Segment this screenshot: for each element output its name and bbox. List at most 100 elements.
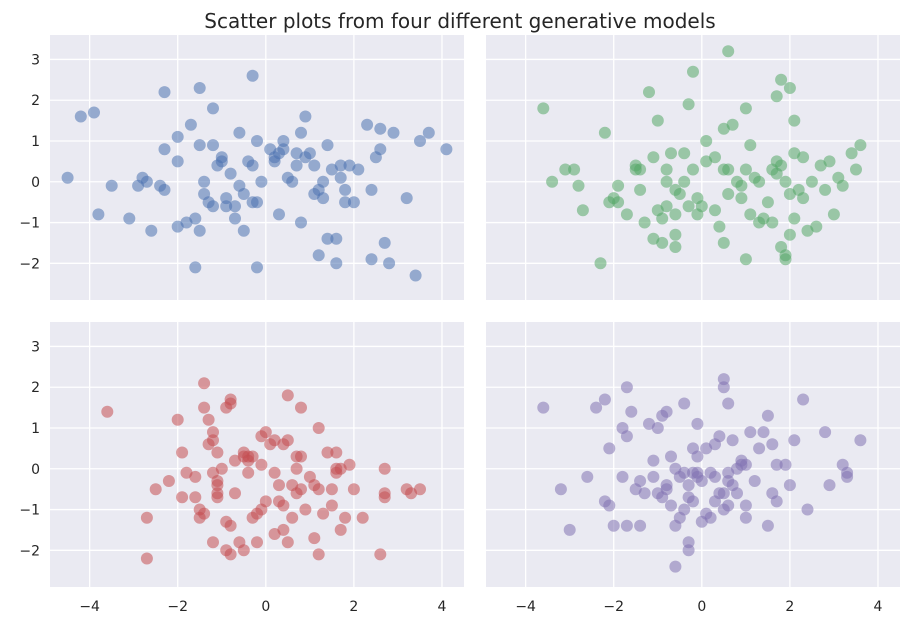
scatter-point <box>211 479 224 492</box>
scatter-point <box>286 511 299 524</box>
scatter-point <box>383 257 396 270</box>
scatter-point <box>682 200 695 213</box>
scatter-point <box>281 434 294 447</box>
scatter-point <box>378 236 391 249</box>
scatter-point <box>722 499 735 512</box>
scatter-point <box>140 175 153 188</box>
scatter-point <box>783 82 796 94</box>
scatter-point <box>246 450 259 463</box>
scatter-point <box>295 126 307 139</box>
scatter-point <box>753 175 766 188</box>
scatter-point <box>215 462 228 475</box>
scatter-point <box>176 446 189 459</box>
scatter-point <box>669 208 682 221</box>
scatter-point <box>651 114 664 127</box>
subplot-bottom-right: −4 −2 0 2 4 <box>486 322 900 615</box>
scatter-point <box>607 519 620 532</box>
scatter-point <box>810 220 823 233</box>
scatter-point <box>770 495 783 508</box>
scatter-point <box>189 470 202 483</box>
scatter-point <box>620 381 633 394</box>
scatter-point <box>176 491 189 504</box>
scatter-point <box>669 560 682 573</box>
scatter-point <box>827 208 840 221</box>
y-tick-label: 2 <box>31 380 40 396</box>
scatter-point <box>414 135 426 147</box>
x-tick-label: 2 <box>785 599 794 615</box>
scatter-point <box>850 163 862 176</box>
scatter-point <box>422 126 435 139</box>
scatter-point <box>145 224 158 237</box>
scatter-point <box>634 475 647 487</box>
scatter-points <box>537 373 867 573</box>
scatter-point <box>546 175 559 188</box>
scatter-point <box>660 175 673 188</box>
scatter-point <box>202 413 215 426</box>
scatter-point <box>237 188 250 200</box>
scatter-point <box>576 204 589 217</box>
scatter-point <box>198 401 211 414</box>
scatter-point <box>656 212 669 225</box>
scatter-point <box>277 135 290 147</box>
x-tick-label: 0 <box>697 599 706 615</box>
scatter-point <box>207 200 219 213</box>
scatter-point <box>660 483 673 496</box>
scatter-point <box>643 86 655 99</box>
scatter-point <box>678 503 691 516</box>
y-tick-label: 0 <box>31 462 40 478</box>
scatter-point <box>612 179 625 192</box>
scatter-point <box>836 179 849 192</box>
scatter-point <box>713 430 726 443</box>
scatter-point <box>682 544 695 557</box>
scatter-point <box>352 163 365 176</box>
scatter-point <box>334 171 347 184</box>
scatter-point <box>224 519 237 532</box>
scatter-point <box>766 438 779 451</box>
x-tick-label: 4 <box>874 599 883 615</box>
scatter-point <box>251 536 263 549</box>
scatter-point <box>321 139 334 152</box>
scatter-point <box>788 114 801 127</box>
scatter-point <box>691 470 704 483</box>
scatter-point <box>757 426 770 439</box>
scatter-point <box>365 183 378 196</box>
scatter-point <box>647 454 660 467</box>
scatter-point <box>726 118 739 131</box>
scatter-point <box>709 151 721 164</box>
scatter-point <box>739 253 752 266</box>
scatter-point <box>783 228 796 241</box>
scatter-point <box>330 232 343 245</box>
scatter-point <box>290 159 303 172</box>
scatter-point <box>317 507 330 520</box>
scatter-point <box>409 269 422 282</box>
scatter-point <box>713 220 726 233</box>
y-tick-label: 1 <box>31 421 40 437</box>
scatter-point <box>823 479 836 492</box>
scatter-point <box>678 466 691 479</box>
scatter-point <box>797 151 810 164</box>
scatter-point <box>237 544 250 557</box>
scatter-point <box>739 511 752 524</box>
scatter-point <box>246 159 259 172</box>
scatter-point <box>739 163 752 176</box>
scatter-point <box>198 377 211 390</box>
scatter-point <box>744 426 757 439</box>
scatter-point <box>365 253 378 266</box>
scatter-point <box>819 426 832 439</box>
scatter-point <box>603 442 616 455</box>
scatter-point <box>717 487 730 500</box>
scatter-point <box>647 151 660 164</box>
y-tick-label: 0 <box>31 175 40 191</box>
scatter-point <box>717 381 730 394</box>
scatter-point <box>739 458 752 471</box>
scatter-point <box>277 143 290 156</box>
scatter-point <box>92 208 105 221</box>
scatter-point <box>770 458 783 471</box>
scatter-point <box>330 257 343 270</box>
scatter-point <box>171 413 184 426</box>
scatter-point <box>378 462 391 475</box>
scatter-point <box>625 405 638 418</box>
scatter-point <box>277 523 290 536</box>
scatter-point <box>162 475 175 487</box>
